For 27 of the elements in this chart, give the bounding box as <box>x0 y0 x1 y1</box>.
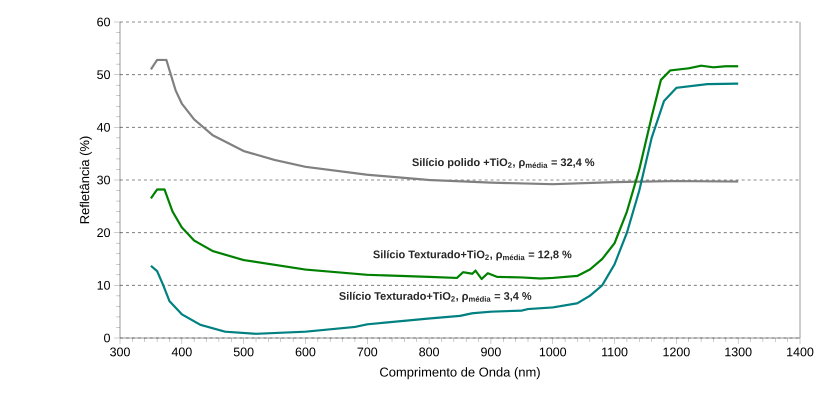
y-tick-label: 10 <box>98 280 110 290</box>
y-tick-label: 40 <box>96 122 110 132</box>
series-label: Silício polido +TiO$_{2}$, ρ$_{média}$ = 32,4 % <box>412 158 594 168</box>
x-tick-label: 800 <box>419 348 439 356</box>
y-tick-label: 30 <box>97 176 110 184</box>
line-series <box>150 58 740 186</box>
line-series <box>150 82 740 335</box>
x-tick-label: 1400 <box>787 348 814 356</box>
x-tick-label: 700 <box>358 348 378 356</box>
y-tick-label: 20 <box>97 228 110 238</box>
x-tick-label: 400 <box>172 348 192 356</box>
x-tick-label: 1000 <box>540 348 566 356</box>
x-tick-label: 1100 <box>602 348 628 356</box>
y-tick-label: 50 <box>97 70 110 80</box>
series-label: Silício Texturado+TiO$_{2}$, ρ$_{média}$ = 12,8 % <box>373 250 572 260</box>
x-tick-label: 600 <box>296 348 316 356</box>
x-tick-label: 900 <box>481 348 501 356</box>
x-tick-label: 1200 <box>663 348 690 356</box>
x-axis-title: Comprimento de Onda (nm) <box>380 367 540 380</box>
y-axis-title: Refletância (%) <box>80 136 92 224</box>
y-tick-label: 0 <box>104 334 110 342</box>
x-tick-label: 1300 <box>725 348 752 356</box>
series-label: Silício Texturado+TiO$_{2}$, ρ$_{média}$ = 3,4 % <box>339 292 532 302</box>
line-series <box>150 64 740 280</box>
x-tick-label: 500 <box>234 348 254 356</box>
x-tick-label: 300 <box>110 348 130 356</box>
y-tick-label: 60 <box>97 18 110 26</box>
